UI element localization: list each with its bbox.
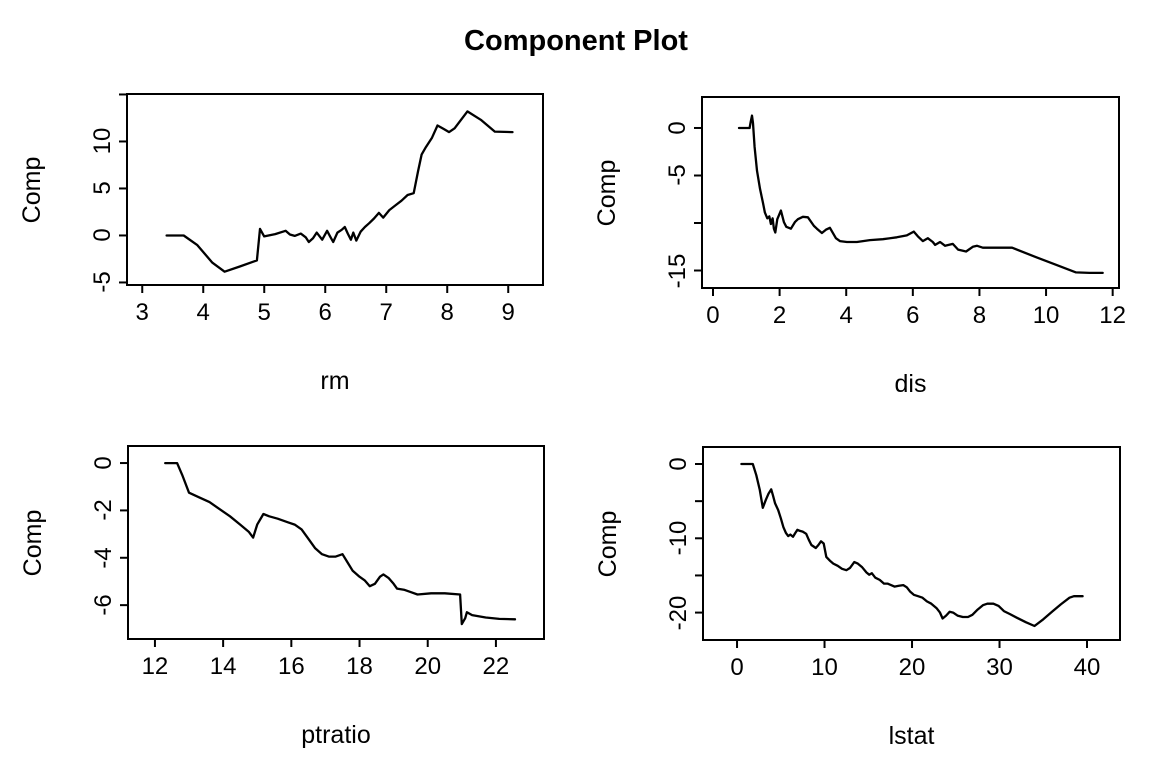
- y-tick-label: -5: [89, 271, 116, 294]
- plot-box: [126, 93, 544, 286]
- y-tick-label: -15: [664, 253, 691, 288]
- x-tick-label: 22: [482, 653, 510, 680]
- y-tick-label: -10: [665, 520, 692, 556]
- x-tick-label: 2: [772, 302, 787, 329]
- series-line: [740, 462, 1084, 628]
- y-tick-label: 0: [90, 456, 117, 470]
- plot-svg: [695, 446, 1121, 648]
- x-tick-label: 7: [379, 299, 393, 326]
- plot-area-lstat: 0 10 20 30 40 0 -10 -20: [665, 446, 1121, 681]
- series-line: [737, 114, 1104, 275]
- x-tick-label: 0: [706, 302, 720, 329]
- x-tick-label: 6: [906, 302, 920, 329]
- y-tick-label: -4: [90, 547, 117, 569]
- plot-box: [127, 445, 545, 640]
- y-tick-label: 0: [89, 228, 116, 243]
- plot-area-rm: 3 4 5 6 7 8 9 -5 0 5 10: [89, 93, 544, 326]
- x-tick-label: 10: [1032, 302, 1060, 329]
- x-tick-label: 16: [277, 653, 305, 680]
- x-tick-label: 6: [318, 299, 332, 326]
- x-tick-label: 8: [440, 299, 454, 326]
- x-tick-label: 12: [141, 653, 169, 680]
- y-tick-label: -6: [90, 594, 117, 616]
- x-tick-label: 20: [414, 653, 442, 680]
- x-axis-label-lstat: lstat: [888, 722, 935, 750]
- x-tick-label: 30: [986, 654, 1013, 681]
- series-line: [165, 110, 514, 273]
- x-tick-label: 3: [135, 299, 149, 326]
- series-line: [164, 461, 517, 626]
- y-axis-label-lstat: Comp: [594, 510, 622, 578]
- x-tick-label: 12: [1099, 302, 1127, 329]
- plot-area-dis: 0 2 4 6 8 10 12 0 -5 -15: [664, 96, 1126, 329]
- x-axis-label-dis: dis: [894, 370, 927, 398]
- y-axis-label-rm: Comp: [18, 156, 46, 224]
- x-tick-label: 40: [1073, 654, 1101, 681]
- x-tick-label: 4: [196, 299, 210, 326]
- x-tick-label: 8: [972, 302, 987, 329]
- x-tick-label: 4: [839, 302, 853, 329]
- y-tick-label: 10: [89, 128, 116, 155]
- chart-title: Component Plot: [464, 25, 688, 57]
- y-axis-label-ptratio: Comp: [19, 509, 47, 577]
- x-axis-label-rm: rm: [320, 367, 350, 395]
- x-tick-label: 18: [346, 653, 373, 680]
- x-tick-label: 0: [730, 654, 744, 681]
- y-tick-label: 5: [89, 181, 116, 196]
- y-tick-label: 0: [665, 457, 692, 471]
- y-tick-label: -20: [665, 595, 692, 630]
- x-tick-label: 9: [501, 299, 515, 326]
- x-axis-label-ptratio: ptratio: [301, 721, 371, 749]
- plot-svg: [694, 96, 1120, 296]
- plot-area-ptratio: 12 14 16 18 20 22 0 -2 -4 -6: [90, 445, 545, 680]
- plot-svg: [120, 445, 545, 647]
- x-tick-label: 5: [257, 299, 271, 326]
- y-tick-label: 0: [664, 121, 691, 135]
- plot-box: [702, 446, 1121, 641]
- plot-box: [701, 96, 1120, 289]
- x-tick-label: 20: [898, 654, 926, 681]
- y-tick-label: -5: [664, 164, 691, 187]
- plot-svg: [119, 93, 544, 293]
- x-tick-label: 10: [811, 654, 838, 681]
- x-tick-label: 14: [209, 653, 237, 680]
- y-tick-label: -2: [90, 499, 117, 522]
- y-axis-label-dis: Comp: [593, 159, 621, 227]
